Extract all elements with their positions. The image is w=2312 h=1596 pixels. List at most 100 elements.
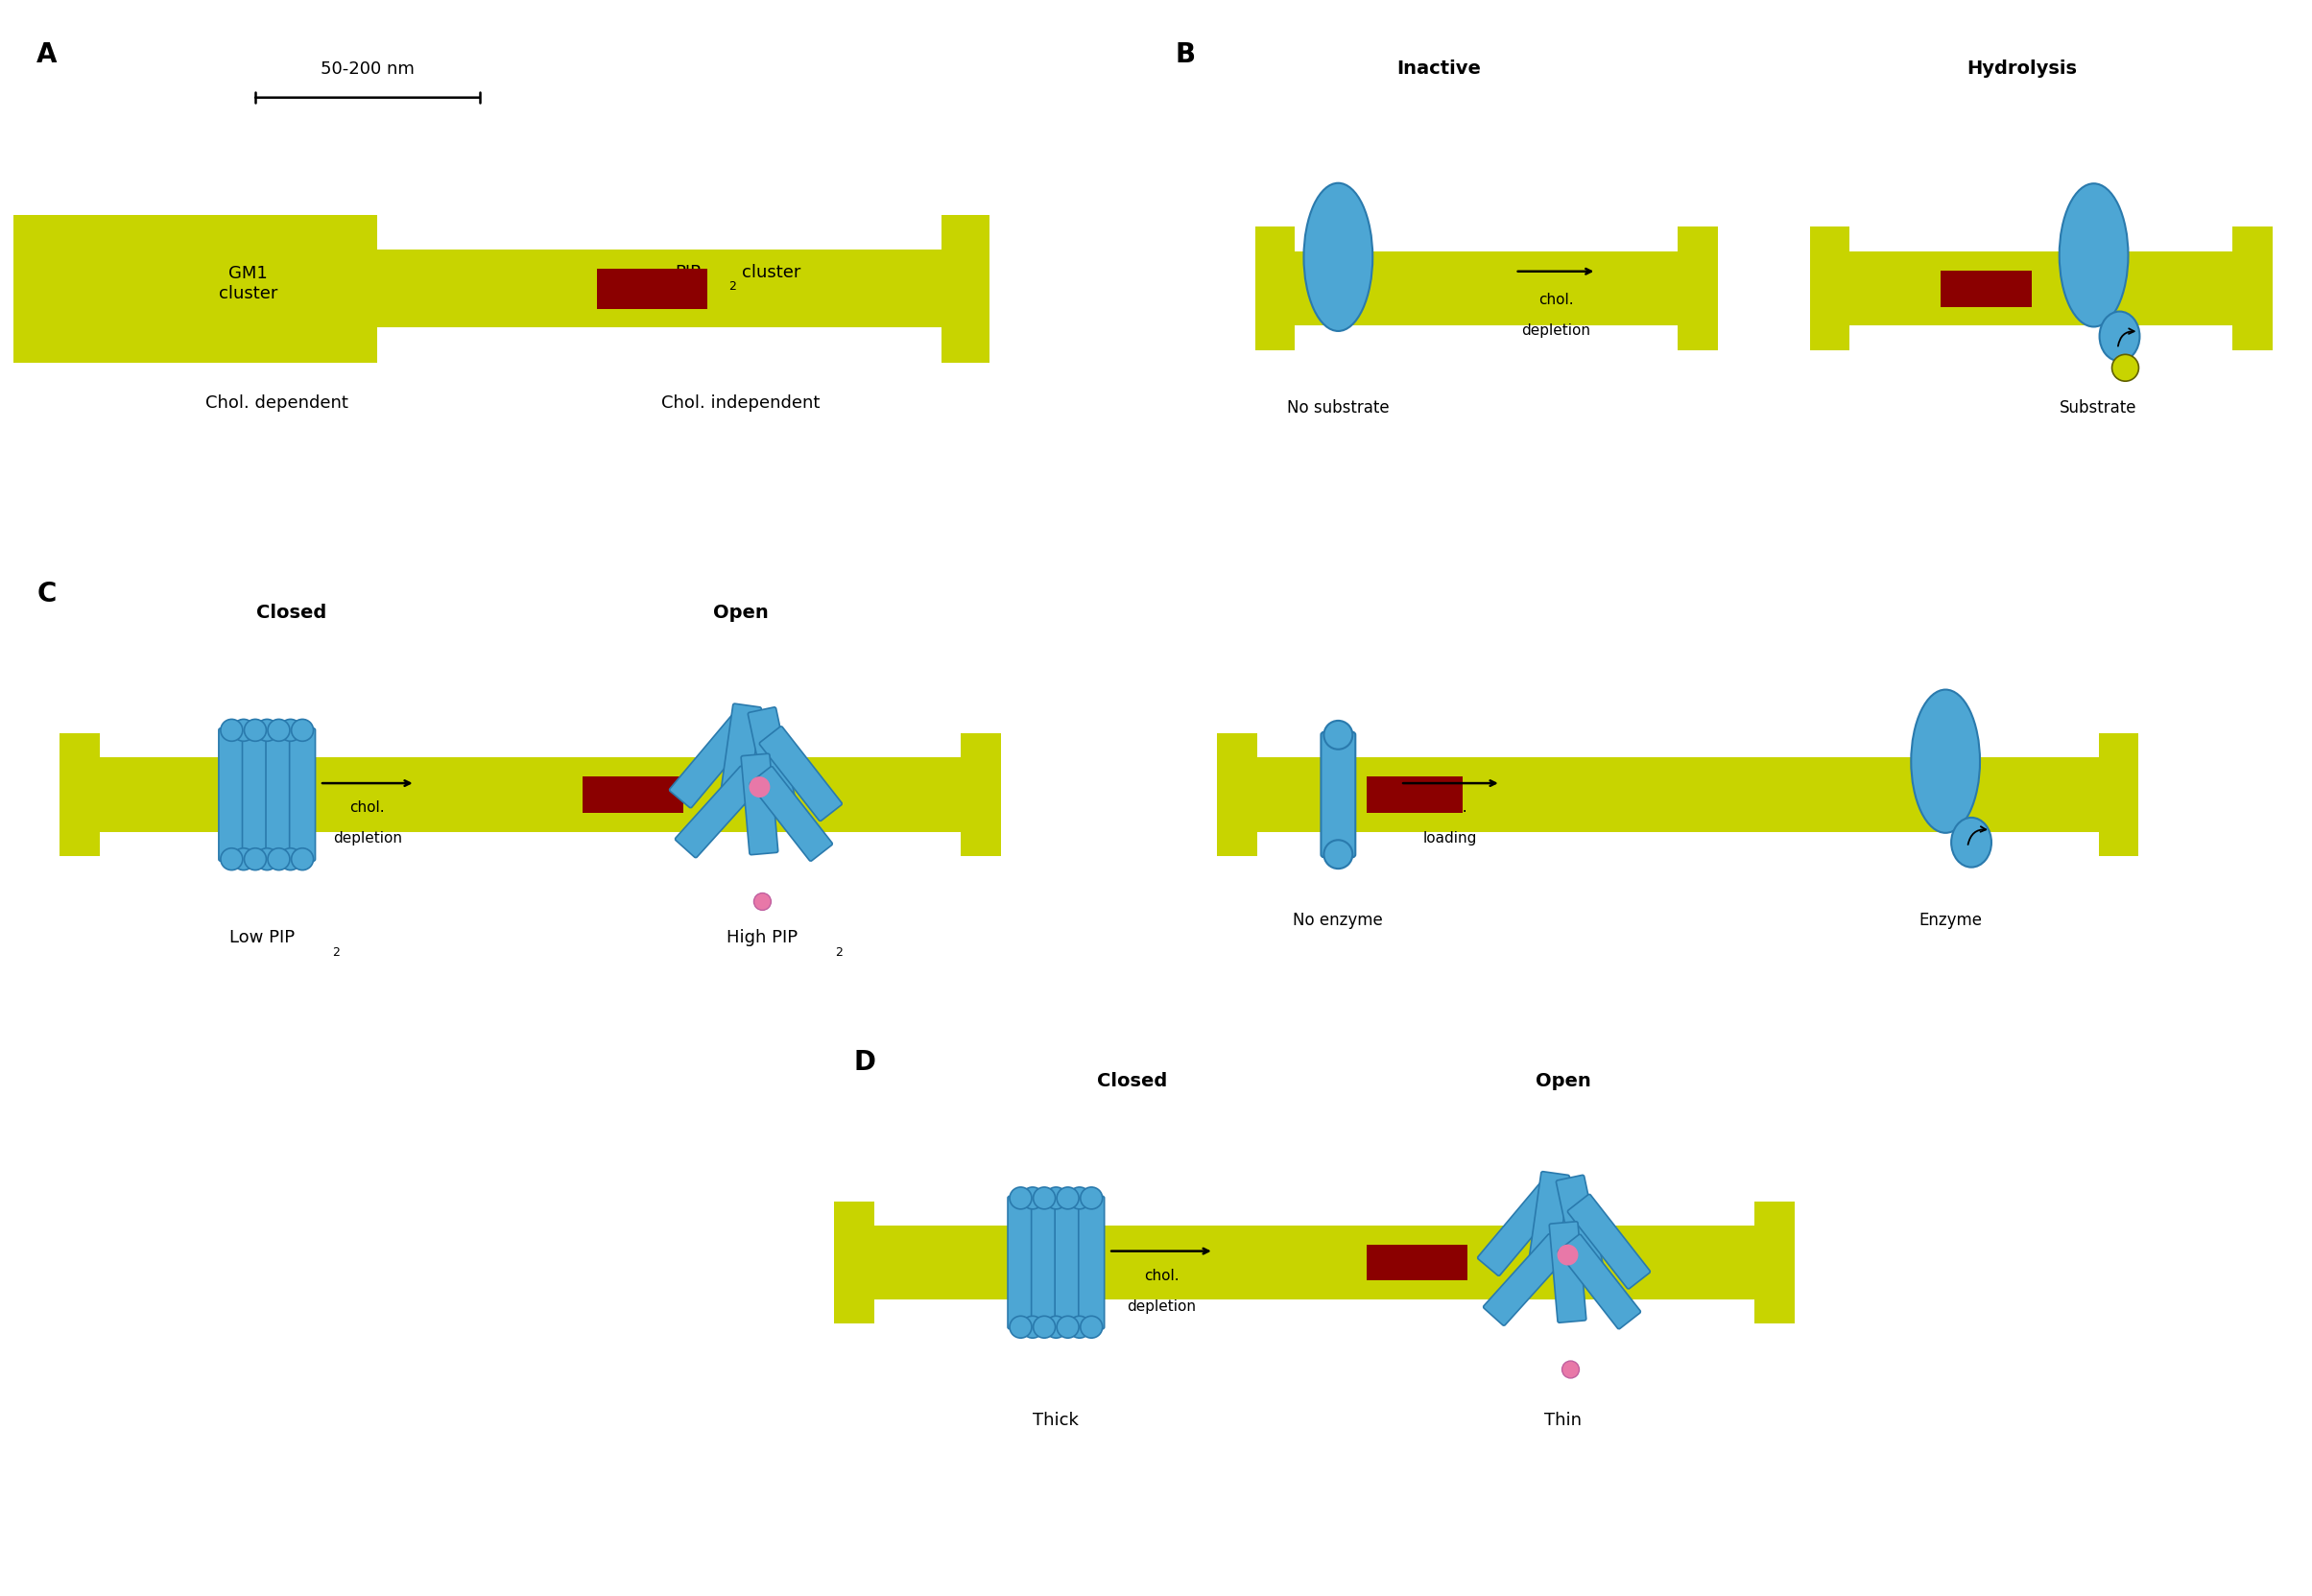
FancyBboxPatch shape: [1549, 1221, 1586, 1323]
Circle shape: [245, 720, 266, 741]
Circle shape: [1022, 1317, 1043, 1337]
Circle shape: [1068, 1187, 1091, 1210]
Bar: [583, 777, 682, 812]
FancyBboxPatch shape: [1066, 1195, 1091, 1329]
Circle shape: [1057, 1187, 1080, 1210]
Bar: [1366, 1245, 1468, 1280]
Text: Closed: Closed: [1098, 1073, 1168, 1090]
Text: depletion: depletion: [333, 832, 402, 846]
Circle shape: [1563, 1361, 1579, 1377]
Ellipse shape: [1951, 817, 1991, 867]
FancyBboxPatch shape: [1556, 1175, 1605, 1277]
Bar: [941, 214, 990, 362]
Text: Inactive: Inactive: [1396, 59, 1480, 78]
Bar: [99, 758, 959, 832]
FancyBboxPatch shape: [1077, 1195, 1105, 1329]
Circle shape: [1010, 1187, 1031, 1210]
Circle shape: [245, 847, 266, 870]
Circle shape: [291, 847, 314, 870]
FancyBboxPatch shape: [749, 707, 795, 809]
Circle shape: [280, 720, 301, 741]
FancyBboxPatch shape: [719, 704, 761, 806]
FancyBboxPatch shape: [289, 728, 314, 860]
FancyBboxPatch shape: [243, 728, 268, 860]
FancyBboxPatch shape: [266, 728, 291, 860]
Bar: [2099, 734, 2139, 855]
Circle shape: [220, 847, 243, 870]
Circle shape: [291, 720, 314, 741]
FancyBboxPatch shape: [742, 753, 779, 855]
Text: Chol. independent: Chol. independent: [661, 394, 821, 412]
Text: No substrate: No substrate: [1288, 399, 1390, 417]
FancyBboxPatch shape: [749, 766, 832, 862]
Bar: [596, 268, 707, 308]
Text: cluster: cluster: [742, 263, 800, 281]
FancyBboxPatch shape: [1008, 1195, 1033, 1329]
FancyBboxPatch shape: [220, 728, 245, 860]
Ellipse shape: [2060, 184, 2127, 327]
Circle shape: [268, 720, 289, 741]
Ellipse shape: [1912, 689, 1979, 833]
Bar: [14, 214, 377, 362]
FancyBboxPatch shape: [231, 728, 257, 860]
Circle shape: [754, 894, 770, 910]
FancyBboxPatch shape: [1568, 1194, 1651, 1290]
Text: Hydrolysis: Hydrolysis: [1968, 59, 2076, 78]
Bar: [1755, 1202, 1794, 1323]
FancyBboxPatch shape: [1558, 1234, 1642, 1329]
Text: PIP: PIP: [675, 263, 701, 281]
Text: No enzyme: No enzyme: [1292, 911, 1383, 929]
Circle shape: [1068, 1317, 1091, 1337]
Text: GM1
cluster: GM1 cluster: [217, 265, 277, 302]
Circle shape: [1033, 1317, 1054, 1337]
Circle shape: [1045, 1187, 1068, 1210]
FancyBboxPatch shape: [1320, 733, 1355, 857]
FancyBboxPatch shape: [254, 728, 280, 860]
Text: Chol. dependent: Chol. dependent: [206, 394, 349, 412]
Circle shape: [280, 847, 301, 870]
Ellipse shape: [2099, 311, 2139, 361]
Circle shape: [1057, 1317, 1080, 1337]
Circle shape: [1080, 1187, 1103, 1210]
Bar: [959, 734, 1001, 855]
Text: High PIP: High PIP: [726, 929, 798, 946]
FancyBboxPatch shape: [1477, 1183, 1563, 1275]
Text: B: B: [1174, 41, 1195, 69]
Text: loading: loading: [1424, 832, 1477, 846]
Text: Thick: Thick: [1033, 1411, 1080, 1428]
Text: Closed: Closed: [257, 605, 326, 622]
Circle shape: [268, 847, 289, 870]
Circle shape: [1325, 721, 1353, 749]
Circle shape: [257, 720, 277, 741]
Circle shape: [1558, 1245, 1579, 1266]
Bar: [1295, 251, 1679, 326]
Circle shape: [1022, 1187, 1043, 1210]
Circle shape: [1045, 1317, 1068, 1337]
Text: 2: 2: [835, 946, 844, 959]
Text: Open: Open: [1535, 1073, 1591, 1090]
FancyBboxPatch shape: [675, 766, 761, 857]
Text: 2: 2: [333, 946, 340, 959]
FancyBboxPatch shape: [277, 728, 303, 860]
Text: chol.: chol.: [1433, 801, 1468, 816]
Text: depletion: depletion: [1126, 1299, 1195, 1314]
Text: Thin: Thin: [1544, 1411, 1581, 1428]
Text: chol.: chol.: [1540, 292, 1574, 306]
FancyBboxPatch shape: [1054, 1195, 1080, 1329]
FancyBboxPatch shape: [1031, 1195, 1057, 1329]
Bar: [62, 249, 941, 327]
Circle shape: [1080, 1317, 1103, 1337]
FancyBboxPatch shape: [1043, 1195, 1068, 1329]
Circle shape: [749, 777, 770, 798]
Circle shape: [220, 720, 243, 741]
Circle shape: [1033, 1187, 1054, 1210]
Bar: [1679, 227, 1718, 351]
Text: depletion: depletion: [1521, 324, 1591, 338]
Text: Enzyme: Enzyme: [1919, 911, 1981, 929]
Ellipse shape: [1304, 184, 1373, 330]
Bar: [1810, 227, 1850, 351]
Circle shape: [234, 720, 254, 741]
Bar: [874, 1226, 1755, 1299]
Text: 2: 2: [728, 281, 738, 294]
Bar: [1255, 227, 1295, 351]
